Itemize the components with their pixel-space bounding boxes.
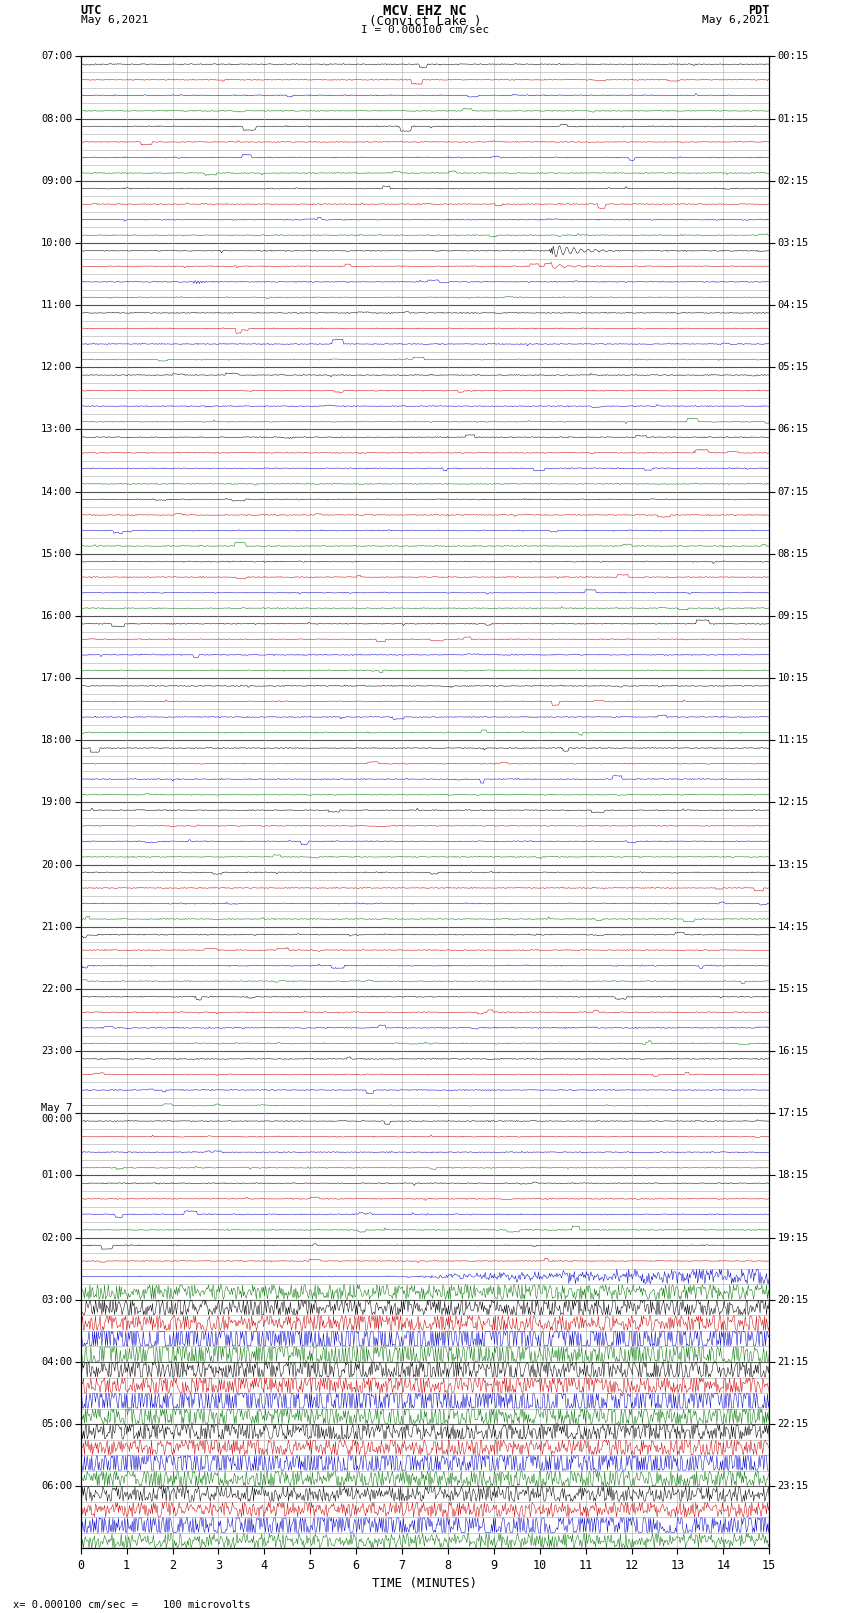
Text: I = 0.000100 cm/sec: I = 0.000100 cm/sec bbox=[361, 24, 489, 35]
Text: x= 0.000100 cm/sec =    100 microvolts: x= 0.000100 cm/sec = 100 microvolts bbox=[13, 1600, 250, 1610]
Text: May 6,2021: May 6,2021 bbox=[81, 15, 148, 24]
X-axis label: TIME (MINUTES): TIME (MINUTES) bbox=[372, 1578, 478, 1590]
Text: May 6,2021: May 6,2021 bbox=[702, 15, 769, 24]
Text: UTC: UTC bbox=[81, 5, 102, 18]
Text: (Convict Lake ): (Convict Lake ) bbox=[369, 15, 481, 27]
Text: PDT: PDT bbox=[748, 5, 769, 18]
Text: MCV EHZ NC: MCV EHZ NC bbox=[383, 5, 467, 18]
